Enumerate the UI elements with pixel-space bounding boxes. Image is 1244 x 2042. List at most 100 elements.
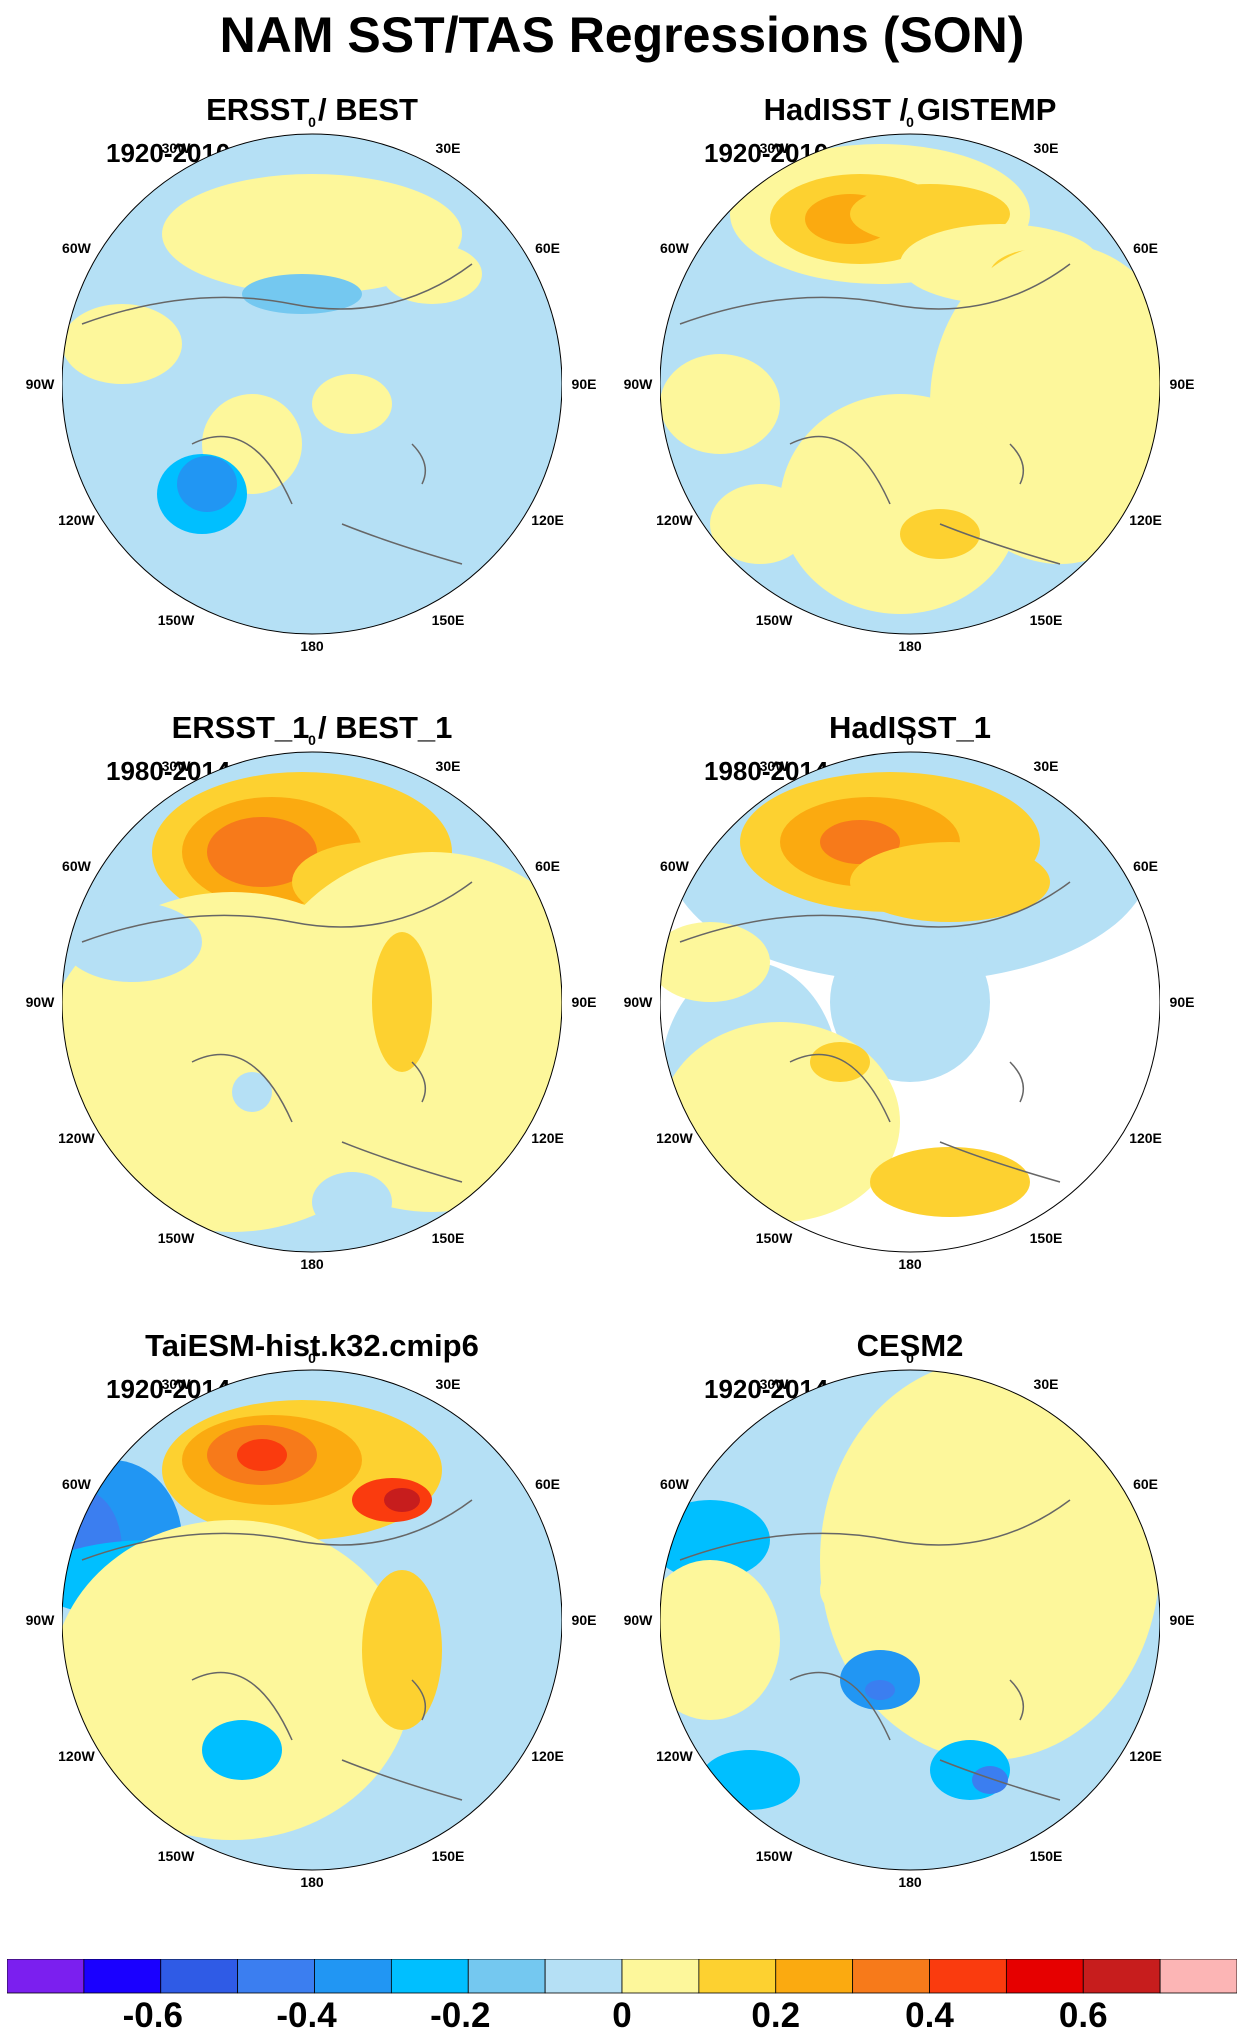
longitude-label: 120E: [531, 512, 564, 528]
coastline: [81, 881, 473, 1183]
colorbar-swatch: [929, 1959, 1007, 1994]
anomaly-region: [382, 244, 482, 304]
anomaly-region: [865, 1680, 895, 1700]
colorbar-swatch: [1005, 1959, 1084, 1994]
anomaly-region: [850, 842, 1050, 922]
panel-title: ERSST / BEST: [206, 92, 418, 127]
longitude-label: 120W: [58, 1748, 95, 1764]
coastline: [679, 263, 1071, 565]
anomaly-region: [900, 509, 980, 559]
longitude-label: 90E: [571, 1612, 597, 1628]
panel-title: HadISST_1: [829, 710, 991, 745]
longitude-label: 60W: [62, 858, 91, 874]
colorbar: [7, 1959, 1237, 1994]
panel-title: CESM2: [856, 1328, 964, 1363]
longitude-label: 0: [308, 114, 316, 130]
longitude-label: 30E: [435, 758, 461, 775]
colorbar-swatch: [621, 1959, 700, 1994]
longitude-label: 180: [898, 1874, 922, 1890]
map-border: [660, 133, 1160, 635]
colorbar-swatch: [852, 1959, 930, 1994]
longitude-label: 90W: [623, 994, 653, 1010]
anomaly-region: [820, 1560, 900, 1620]
longitude-label: 180: [300, 1256, 324, 1272]
coastline: [81, 1499, 473, 1801]
anomaly-region: [710, 484, 810, 564]
longitude-label: 120W: [656, 1748, 693, 1764]
longitude-label: 150W: [755, 1847, 793, 1864]
map-panel: ERSST / BEST 1920-2010 180 150E 120E 90E 60E 30…: [26, 92, 622, 732]
longitude-label: 0: [308, 732, 316, 748]
longitude-label: 60E: [535, 1476, 561, 1492]
longitude-label: 0: [906, 1350, 914, 1366]
anomaly-region: [232, 1072, 272, 1112]
map-border: [660, 751, 1160, 1253]
anomaly-region: [62, 1630, 172, 1730]
colorbar-swatch: [83, 1959, 162, 1994]
longitude-label: 90E: [1169, 994, 1195, 1010]
colorbar-swatch: [237, 1959, 315, 1994]
longitude-label: 60E: [535, 858, 561, 874]
anomaly-region: [384, 1488, 420, 1512]
map-border: [62, 751, 562, 1253]
anomaly-region: [850, 942, 970, 1062]
longitude-label: 60W: [660, 858, 689, 874]
longitude-label: 150E: [431, 611, 465, 628]
longitude-label: 150E: [1029, 1229, 1063, 1246]
longitude-label: 90E: [1169, 1612, 1195, 1628]
longitude-label: 150E: [1029, 611, 1063, 628]
longitude-label: 120E: [1129, 1130, 1162, 1146]
colorbar-label: 0.6: [1058, 1996, 1108, 2035]
longitude-label: 60W: [62, 240, 91, 256]
anomaly-region: [207, 817, 317, 887]
longitude-label: 30W: [759, 1376, 789, 1393]
longitude-label: 120E: [1129, 512, 1162, 528]
longitude-label: 90E: [1169, 376, 1195, 392]
colorbar-swatch: [467, 1959, 546, 1994]
polar-map: [62, 133, 562, 635]
longitude-label: 0: [906, 732, 914, 748]
longitude-label: 60E: [1133, 1476, 1159, 1492]
longitude-label: 60E: [1133, 240, 1159, 256]
longitude-label: 150E: [1029, 1847, 1063, 1864]
main-title: NAM SST/TAS Regressions (SON): [219, 7, 1025, 63]
longitude-label: 90W: [25, 1612, 55, 1628]
map-panel: CESM2 1920-2014 180 150E 120E 90E 60E 30E 0 30W 60…: [624, 1328, 1220, 1968]
longitude-label: 180: [898, 1256, 922, 1272]
longitude-label: 30W: [161, 1376, 191, 1393]
anomaly-region: [62, 902, 202, 982]
colorbar-swatch: [314, 1959, 392, 1994]
anomaly-region: [780, 394, 1020, 614]
longitude-label: 90E: [571, 376, 597, 392]
colorbar-label: 0.2: [751, 1996, 801, 2035]
map-panel: HadISST_1 1980-2014 180 150E 120E 90E 60E 30E 0 3…: [624, 710, 1220, 1350]
longitude-label: 150W: [755, 611, 793, 628]
longitude-label: 180: [300, 638, 324, 654]
longitude-label: 60W: [660, 1476, 689, 1492]
longitude-label: 120W: [656, 512, 693, 528]
longitude-label: 120E: [1129, 1748, 1162, 1764]
longitude-label: 120W: [58, 512, 95, 528]
longitude-label: 60E: [1133, 858, 1159, 874]
longitude-label: 30W: [161, 758, 191, 775]
anomaly-region: [660, 1560, 780, 1720]
longitude-label: 120E: [531, 1130, 564, 1146]
longitude-label: 120E: [531, 1748, 564, 1764]
longitude-label: 30W: [759, 140, 789, 157]
anomaly-region: [810, 1042, 870, 1082]
coastline: [679, 1499, 1071, 1801]
colorbar-swatch: [1082, 1959, 1161, 1994]
colorbar-label: 0: [612, 1996, 632, 2035]
anomaly-region: [660, 354, 780, 454]
map-border: [660, 1369, 1160, 1871]
longitude-label: 90W: [25, 994, 55, 1010]
anomaly-region: [820, 820, 900, 864]
anomaly-region: [177, 456, 237, 512]
longitude-label: 60W: [62, 1476, 91, 1492]
anomaly-region: [62, 1520, 412, 1840]
longitude-label: 30E: [435, 1376, 461, 1393]
longitude-label: 30W: [759, 758, 789, 775]
colorbar-swatch: [544, 1959, 623, 1994]
colorbar-swatch: [698, 1959, 777, 1994]
anomaly-region: [237, 1439, 287, 1471]
